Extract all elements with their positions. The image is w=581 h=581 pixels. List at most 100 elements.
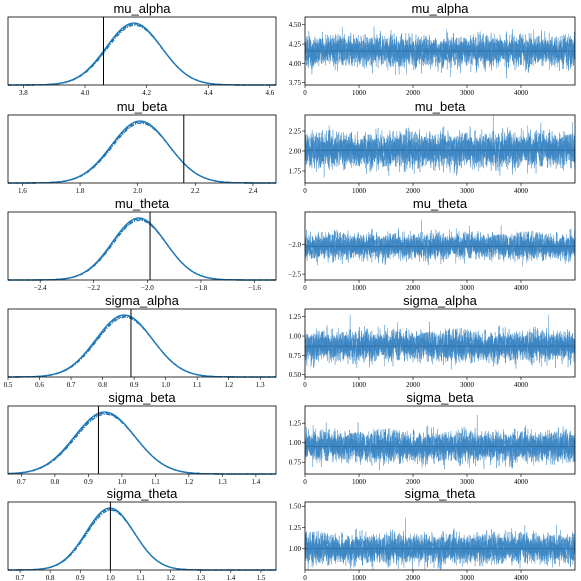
density-line-chain-2: [8, 121, 276, 184]
x-tick-label: 4000: [514, 187, 529, 195]
trace-panel-mu-beta: mu_beta 0 1000 2000 3000 4000 1.75 2.00 2.25: [289, 99, 576, 195]
x-tick-label: 1.1: [193, 381, 202, 389]
x-tick-label: 4.6: [265, 89, 274, 97]
x-tick-label: 3000: [460, 574, 475, 581]
trace-line-chain-4: [305, 228, 575, 264]
x-tick-label: 0: [303, 284, 307, 292]
y-tick-label: 2.00: [289, 147, 302, 155]
x-tick-label: 4000: [514, 381, 529, 389]
y-tick-label: 1.25: [289, 524, 302, 532]
x-tick-label: 3.8: [19, 89, 28, 97]
x-tick-label: 0.7: [67, 381, 76, 389]
x-tick-label: 0: [303, 89, 307, 97]
x-tick-label: 1.4: [226, 574, 235, 581]
x-tick-label: 3000: [460, 89, 475, 97]
density-panel-mu-beta: mu_beta 1.6 1.8 2.0 2.2 2.4: [7, 99, 277, 195]
panel-title: sigma_theta: [405, 486, 477, 501]
x-tick-label: 4.4: [204, 89, 213, 97]
panel-title: sigma_alpha: [105, 293, 179, 308]
x-tick-label: −2.4: [34, 284, 47, 292]
y-tick-label: 1.25: [289, 420, 302, 428]
x-tick-label: 0.6: [35, 381, 44, 389]
x-tick-label: 3000: [460, 284, 475, 292]
x-tick-label: 0.9: [84, 478, 93, 486]
x-tick-label: 1.3: [218, 478, 227, 486]
density-line-chain-4: [8, 24, 276, 86]
trace-line-chain-3: [305, 421, 575, 468]
y-tick-label: 4.25: [289, 40, 302, 48]
x-tick-label: 1.1: [151, 478, 160, 486]
x-tick-label: 0: [303, 574, 307, 581]
y-tick-label: 3.75: [289, 79, 302, 87]
x-tick-label: −2.2: [87, 284, 100, 292]
trace-panel-mu-theta: mu_theta 0 1000 2000 3000 4000 −2.0 −2.5: [288, 196, 576, 292]
y-tick-label: 0.75: [289, 459, 302, 467]
density-line-chain-3: [8, 121, 276, 184]
x-tick-label: 1.0: [161, 381, 170, 389]
density-line-chain-2: [8, 218, 276, 281]
y-tick-label: 1.00: [289, 545, 302, 553]
axes-frame: [304, 405, 576, 475]
trace-panel-sigma-beta: sigma_beta 0 1000 2000 3000 4000 0.75 1.00 1.25: [289, 390, 576, 486]
x-tick-label: 0.5: [4, 381, 13, 389]
axes-frame: [304, 501, 576, 571]
density-line-chain-3: [8, 508, 276, 571]
density-line-chain-4: [8, 509, 276, 571]
density-line-chain-2: [8, 23, 276, 86]
y-tick-label: −2.0: [288, 241, 301, 249]
x-tick-label: 4000: [514, 284, 529, 292]
density-line-chain-1: [8, 22, 276, 86]
x-tick-label: 2000: [406, 381, 421, 389]
x-tick-label: 4.2: [142, 89, 151, 97]
x-tick-label: 1.0: [106, 574, 115, 581]
y-tick-label: 1.25: [289, 313, 302, 321]
x-tick-label: 1.6: [18, 187, 27, 195]
x-tick-label: 0.9: [130, 381, 139, 389]
density-line-chain-3: [8, 23, 276, 86]
x-tick-label: 2000: [406, 89, 421, 97]
panel-title: sigma_alpha: [403, 293, 477, 308]
x-tick-label: 4.0: [81, 89, 90, 97]
x-tick-label: 0.8: [46, 574, 55, 581]
x-tick-label: 1.8: [76, 187, 85, 195]
y-tick-label: 1.00: [289, 332, 302, 340]
x-tick-label: 0.7: [17, 478, 26, 486]
axes-frame: [304, 114, 576, 184]
panel-title: sigma_beta: [108, 390, 176, 405]
axes-frame: [304, 211, 576, 281]
density-line-chain-3: [8, 218, 276, 281]
panel-title: mu_beta: [117, 99, 168, 114]
axes-frame: [7, 501, 277, 571]
x-tick-label: 1000: [352, 381, 367, 389]
x-tick-label: 3000: [460, 381, 475, 389]
density-line-chain-1: [8, 507, 276, 571]
x-tick-label: 2000: [406, 478, 421, 486]
x-tick-label: 1000: [352, 478, 367, 486]
density-line-chain-2: [8, 508, 276, 571]
axes-frame: [7, 211, 277, 281]
axes-frame: [304, 16, 576, 86]
y-tick-label: 4.00: [289, 60, 302, 68]
x-tick-label: 2000: [406, 284, 421, 292]
trace-line-chain-4: [305, 314, 575, 369]
x-tick-label: −1.6: [248, 284, 261, 292]
y-tick-label: 0.50: [289, 371, 302, 379]
trace-panel-mu-alpha: mu_alpha 0 1000 2000 3000 4000 3.75 4.00 4.25 4.5…: [289, 1, 576, 97]
density-panel-sigma-theta: sigma_theta 0.7 0.8 0.9 1.0 1.1 1.2 1.3 1.4 1.5: [7, 486, 277, 581]
axes-frame: [7, 405, 277, 475]
panel-title: mu_alpha: [113, 1, 171, 16]
x-tick-label: 0: [303, 478, 307, 486]
y-tick-label: −2.5: [288, 270, 301, 278]
density-line-chain-4: [8, 219, 276, 281]
axes-frame: [304, 308, 576, 378]
x-tick-label: 1000: [352, 89, 367, 97]
trace-line-chain-4: [305, 125, 575, 174]
x-tick-label: −1.8: [195, 284, 208, 292]
x-tick-label: 1.2: [166, 574, 175, 581]
x-tick-label: 0.7: [16, 574, 25, 581]
x-tick-label: 1.5: [257, 574, 266, 581]
axes-frame: [7, 114, 277, 184]
axes-frame: [7, 308, 277, 378]
x-tick-label: 2.2: [191, 187, 200, 195]
